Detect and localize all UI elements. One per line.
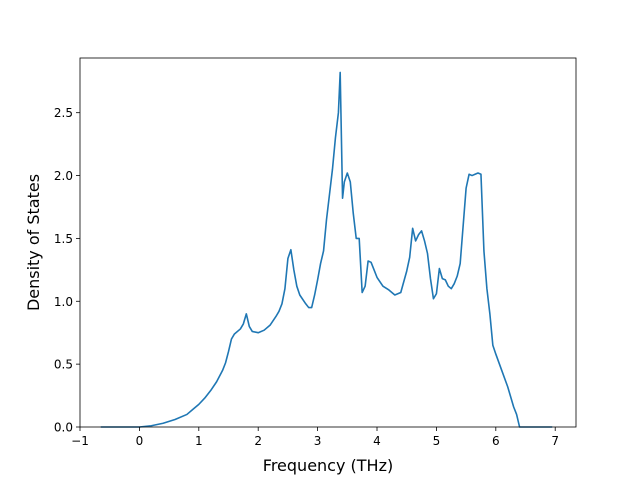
x-tick-label: 7 bbox=[551, 434, 559, 448]
x-tick-label: −1 bbox=[71, 434, 89, 448]
x-tick-label: 2 bbox=[254, 434, 262, 448]
y-tick-label: 1.0 bbox=[54, 295, 73, 309]
x-tick-label: 0 bbox=[136, 434, 144, 448]
x-tick-label: 4 bbox=[373, 434, 381, 448]
x-tick-label: 6 bbox=[492, 434, 500, 448]
y-tick-label: 2.5 bbox=[54, 106, 73, 120]
line-layer bbox=[100, 71, 553, 428]
x-tick-label: 5 bbox=[433, 434, 441, 448]
series-line bbox=[100, 71, 553, 428]
y-tick-label: 2.0 bbox=[54, 169, 73, 183]
plot-frame bbox=[79, 57, 577, 428]
y-tick-label: 0.0 bbox=[54, 421, 73, 435]
y-tick-label: 1.5 bbox=[54, 232, 73, 246]
x-tick-label: 1 bbox=[195, 434, 203, 448]
x-axis-ticks: −1 0 1 2 3 4 5 6 7 bbox=[71, 427, 559, 448]
x-tick-label: 3 bbox=[314, 434, 322, 448]
x-axis-label: Frequency (THz) bbox=[263, 456, 393, 475]
y-axis-ticks: 0.0 0.5 1.0 1.5 2.0 2.5 bbox=[54, 106, 80, 435]
y-tick-label: 0.5 bbox=[54, 358, 73, 372]
y-axis-label: Density of States bbox=[24, 174, 43, 311]
